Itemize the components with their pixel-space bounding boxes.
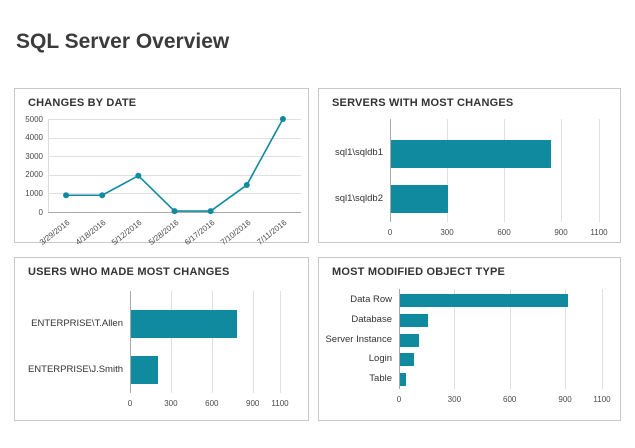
bar-chart-most-modified-object-type: 0 300 600 900 1100 Data Row Database Server Ins… bbox=[319, 258, 620, 420]
page-title: SQL Server Overview bbox=[16, 30, 230, 53]
y-axis-tick-label: 2000 bbox=[25, 170, 43, 180]
x-axis-tick-label: 1100 bbox=[593, 395, 611, 404]
bar[interactable] bbox=[131, 356, 159, 384]
gridline bbox=[211, 291, 213, 393]
category-label: sql1\sqldb2 bbox=[334, 192, 383, 204]
x-axis-tick-label: 0 bbox=[396, 395, 402, 404]
chart-title-users-who-made-most-changes: USERS WHO MADE MOST CHANGES bbox=[28, 266, 230, 278]
y-axis-line bbox=[130, 291, 131, 393]
panel-servers-with-most-changes[interactable]: SERVERS WITH MOST CHANGES 0 300 600 900 1100… bbox=[318, 88, 621, 243]
category-label: Login bbox=[368, 353, 392, 365]
gridline bbox=[48, 174, 301, 176]
gridline bbox=[252, 291, 254, 393]
data-point-marker[interactable] bbox=[135, 172, 142, 179]
x-axis-tick-label: 300 bbox=[440, 228, 454, 237]
gridline bbox=[509, 289, 511, 389]
gridline bbox=[48, 137, 301, 139]
y-axis-tick-label: 3000 bbox=[25, 151, 43, 161]
bar[interactable] bbox=[400, 294, 568, 308]
y-axis-tick-label: 4000 bbox=[25, 133, 43, 143]
data-point-marker[interactable] bbox=[63, 192, 70, 199]
x-axis-tick-label: 0 bbox=[127, 399, 133, 408]
y-axis-tick-label: 5000 bbox=[25, 114, 43, 124]
gridline bbox=[454, 289, 456, 389]
data-point-marker[interactable] bbox=[279, 116, 286, 122]
gridline bbox=[602, 289, 603, 389]
bar[interactable] bbox=[400, 313, 428, 327]
line-chart-changes-by-date: 0 1000 2000 3000 4000 5000 3/29/2016 4/18/2016 5… bbox=[15, 89, 308, 247]
trend-line bbox=[66, 118, 284, 212]
data-point-marker[interactable] bbox=[99, 192, 106, 199]
y-axis-line bbox=[48, 119, 49, 212]
y-axis-line bbox=[399, 289, 400, 389]
gridline bbox=[565, 289, 567, 389]
category-label: ENTERPRISE\J.Smith bbox=[27, 363, 123, 375]
bar[interactable] bbox=[131, 310, 238, 338]
gridline bbox=[280, 291, 281, 393]
category-label: Database bbox=[351, 313, 392, 325]
data-point-marker[interactable] bbox=[207, 208, 214, 215]
chart-title-servers-with-most-changes: SERVERS WITH MOST CHANGES bbox=[332, 97, 514, 109]
x-axis-tick-label: 900 bbox=[554, 228, 568, 237]
chart-title-most-modified-object-type: MOST MODIFIED OBJECT TYPE bbox=[332, 266, 506, 278]
x-axis-tick-label: 600 bbox=[205, 399, 219, 408]
y-axis-line bbox=[390, 119, 391, 222]
chart-title-changes-by-date: CHANGES BY DATE bbox=[28, 97, 137, 109]
category-label: sql1\sqldb1 bbox=[334, 147, 383, 159]
gridline bbox=[599, 119, 600, 222]
y-axis-tick-label: 1000 bbox=[25, 188, 43, 198]
x-axis-tick-label: 600 bbox=[497, 228, 511, 237]
category-label: Server Instance bbox=[325, 333, 392, 345]
x-axis-tick-label: 600 bbox=[503, 395, 517, 404]
gridline bbox=[48, 156, 301, 158]
line-series bbox=[63, 116, 286, 215]
gridline bbox=[170, 291, 172, 393]
data-point-marker[interactable] bbox=[171, 208, 178, 215]
gridline bbox=[48, 193, 301, 195]
bar[interactable] bbox=[391, 139, 551, 168]
bar[interactable] bbox=[400, 372, 407, 386]
data-point-marker[interactable] bbox=[243, 182, 250, 189]
x-axis-tick-label: 1100 bbox=[590, 228, 608, 237]
bar[interactable] bbox=[400, 333, 420, 347]
x-axis-tick-label: 1100 bbox=[271, 399, 289, 408]
gridline bbox=[447, 119, 448, 222]
panel-changes-by-date[interactable]: CHANGES BY DATE 0 1000 2000 3000 4000 5000 3/2… bbox=[14, 88, 309, 247]
panel-most-modified-object-type[interactable]: MOST MODIFIED OBJECT TYPE 0 300 600 900 1100… bbox=[318, 257, 621, 421]
panel-users-who-made-most-changes[interactable]: USERS WHO MADE MOST CHANGES 0 300 600 900 11… bbox=[14, 257, 309, 421]
x-axis-tick-label: 0 bbox=[387, 228, 393, 237]
bar-chart-servers-with-most-changes: 0 300 600 900 1100 sql1\sqldb1 sql1\sqldb2 bbox=[319, 89, 620, 242]
gridline bbox=[504, 119, 505, 222]
x-axis-tick-label: 900 bbox=[558, 395, 572, 404]
x-axis-tick-label: 300 bbox=[447, 395, 462, 404]
x-axis-tick-label: 900 bbox=[246, 399, 260, 408]
category-label: ENTERPRISE\T.Allen bbox=[31, 317, 123, 329]
category-label: Table bbox=[369, 372, 392, 384]
bar-chart-users-who-made-most-changes: 0 300 600 900 1100 ENTERPRISE\T.Allen ENTERPRI… bbox=[15, 258, 308, 420]
y-axis-tick-label: 0 bbox=[38, 207, 43, 217]
gridline bbox=[48, 119, 301, 120]
gridline bbox=[561, 119, 562, 222]
x-axis-tick-label: 300 bbox=[164, 399, 178, 408]
bar[interactable] bbox=[400, 353, 414, 367]
category-label: Data Row bbox=[350, 294, 392, 306]
bar[interactable] bbox=[391, 185, 448, 214]
